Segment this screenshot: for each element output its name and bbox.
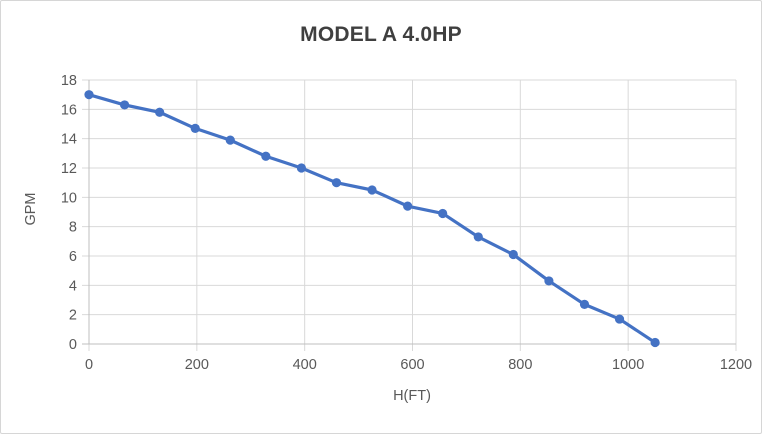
data-point [296, 163, 307, 173]
data-point [367, 185, 377, 195]
data-point [261, 151, 271, 161]
x-tick-label: 0 [85, 357, 93, 373]
x-tick-label: 600 [400, 357, 424, 373]
y-tick-label: 10 [61, 190, 77, 206]
data-point [438, 208, 448, 219]
chart-title: MODEL A 4.0HP [300, 23, 462, 46]
x-tick-label: 800 [508, 357, 532, 373]
y-tick-label: 18 [61, 73, 77, 89]
data-point [190, 123, 200, 133]
data-point [650, 337, 660, 348]
y-tick-label: 2 [69, 308, 77, 324]
series-line [87, 93, 657, 345]
x-tick-label: 400 [293, 357, 317, 373]
y-tick-label: 4 [69, 278, 77, 294]
data-point [84, 90, 94, 100]
data-point [331, 178, 342, 188]
x-tick-label: 1000 [612, 357, 644, 373]
y-tick-label: 14 [61, 132, 77, 148]
data-point [403, 201, 413, 211]
y-tick-label: 8 [69, 220, 77, 236]
data-point [579, 299, 590, 309]
data-point [614, 314, 625, 324]
y-tick-label: 0 [69, 337, 77, 353]
data-point [508, 249, 518, 260]
y-tick-label: 6 [69, 249, 77, 265]
x-tick-label: 1200 [720, 357, 752, 373]
data-point [544, 276, 554, 286]
data-point [119, 100, 130, 110]
x-tick-label: 200 [185, 357, 209, 373]
y-tick-label: 16 [61, 102, 77, 118]
data-point [225, 135, 235, 145]
x-axis-title: H(FT) [393, 388, 431, 404]
data-point [155, 107, 165, 117]
data-point [473, 232, 483, 242]
y-tick-label: 12 [61, 161, 77, 177]
